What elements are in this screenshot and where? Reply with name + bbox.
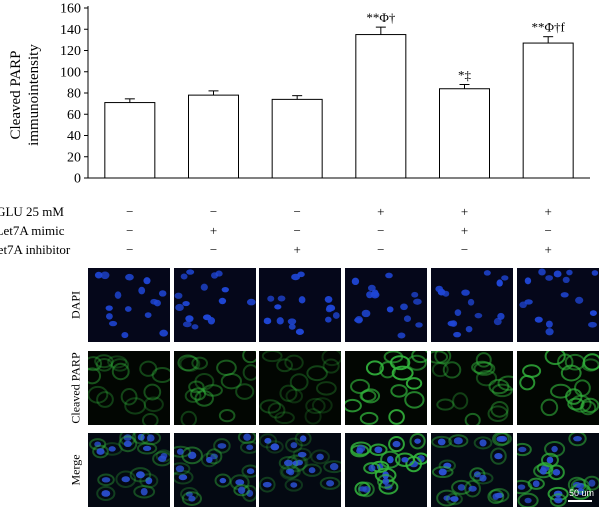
treatment-sign: − — [210, 242, 217, 257]
parp-image — [88, 351, 170, 425]
merge-cells — [350, 433, 427, 498]
treatment-sign: − — [377, 242, 384, 257]
micrograph-panels: DAPI Cleaved PARP Merge 50 um — [69, 266, 600, 509]
dapi-image — [517, 268, 599, 342]
merge-image — [345, 433, 427, 507]
dapi-image — [431, 268, 513, 342]
treatment-sign: + — [544, 204, 551, 219]
treatment-label: GLU 25 mM — [0, 204, 64, 219]
y-tick-label: 140 — [60, 23, 81, 38]
parp-cells — [431, 351, 513, 425]
parp-cells — [259, 351, 341, 425]
y-tick-label: 160 — [60, 2, 81, 17]
bar-annotation: *‡ — [458, 68, 472, 83]
parp-cells — [345, 351, 427, 425]
bar-annotation: **Φ† — [366, 10, 396, 25]
y-axis-label-line1: Cleaved PARP — [8, 50, 24, 139]
y-tick-label: 120 — [60, 44, 81, 59]
merge-cells — [174, 433, 256, 506]
row-label-merge: Merge — [68, 454, 83, 486]
parp-image — [259, 351, 341, 425]
y-tick-label: 20 — [67, 150, 81, 165]
dapi-cells — [519, 268, 599, 336]
merge-image — [517, 433, 599, 507]
row-label-cleaved-parp: Cleaved PARP — [68, 352, 83, 424]
bar — [188, 94, 239, 179]
merge-cells — [259, 433, 341, 493]
bar — [104, 102, 156, 179]
treatment-label: Let7A inhibitor — [0, 242, 71, 257]
y-tick-label: 40 — [67, 129, 81, 144]
y-tick-label: 60 — [67, 108, 81, 123]
merge-image — [431, 433, 513, 507]
dapi-cells — [435, 270, 509, 338]
bar — [355, 34, 407, 179]
dapi-cells — [351, 272, 423, 339]
merge-image — [88, 433, 170, 507]
treatment-sign: − — [544, 223, 551, 238]
treatment-sign: + — [544, 242, 551, 257]
bar — [439, 88, 490, 179]
merge-cells — [431, 433, 512, 507]
treatment-sign: + — [461, 204, 468, 219]
scale-bar — [568, 500, 592, 502]
treatment-sign: − — [126, 204, 133, 219]
treatment-sign: + — [293, 242, 300, 257]
parp-cells — [177, 351, 256, 425]
bar — [271, 98, 323, 179]
dapi-image — [174, 268, 256, 342]
merge-image — [259, 433, 341, 507]
y-tick-label: 0 — [74, 172, 81, 187]
parp-cells — [519, 351, 599, 417]
parp-image — [174, 351, 256, 425]
parp-cells — [88, 354, 170, 425]
bar — [522, 42, 574, 179]
merge-image — [174, 433, 256, 507]
treatment-label: Let7A mimic — [0, 223, 65, 238]
treatment-sign: + — [377, 204, 384, 219]
y-axis-label-line2: immunointensity — [26, 44, 42, 146]
treatment-sign: + — [461, 223, 468, 238]
treatment-sign: − — [126, 242, 133, 257]
dapi-image — [88, 268, 170, 342]
y-tick-label: 100 — [60, 65, 81, 80]
dapi-cells — [263, 271, 340, 335]
merge-cells — [89, 433, 170, 502]
bar-chart: 0 20 40 60 80 100 120 140 160 Cleaved PARP immunoi… — [0, 2, 590, 257]
treatment-sign: − — [293, 223, 300, 238]
parp-image — [431, 351, 513, 425]
parp-image — [517, 351, 599, 425]
dapi-cells — [174, 269, 256, 330]
merge-cells — [517, 433, 599, 507]
treatment-sign: − — [377, 223, 384, 238]
treatment-sign: + — [210, 223, 217, 238]
dapi-cells — [94, 271, 168, 339]
y-tick-label: 80 — [67, 87, 81, 102]
bar-annotation: **Φ†f — [531, 20, 565, 35]
dapi-image — [259, 268, 341, 342]
treatment-sign: − — [461, 242, 468, 257]
row-label-dapi: DAPI — [68, 290, 83, 320]
treatment-sign: − — [210, 204, 217, 219]
treatment-sign: − — [126, 223, 133, 238]
parp-image — [345, 351, 427, 425]
scale-bar-label: 50 um — [569, 488, 595, 498]
treatment-sign: − — [293, 204, 300, 219]
dapi-image — [345, 268, 427, 342]
